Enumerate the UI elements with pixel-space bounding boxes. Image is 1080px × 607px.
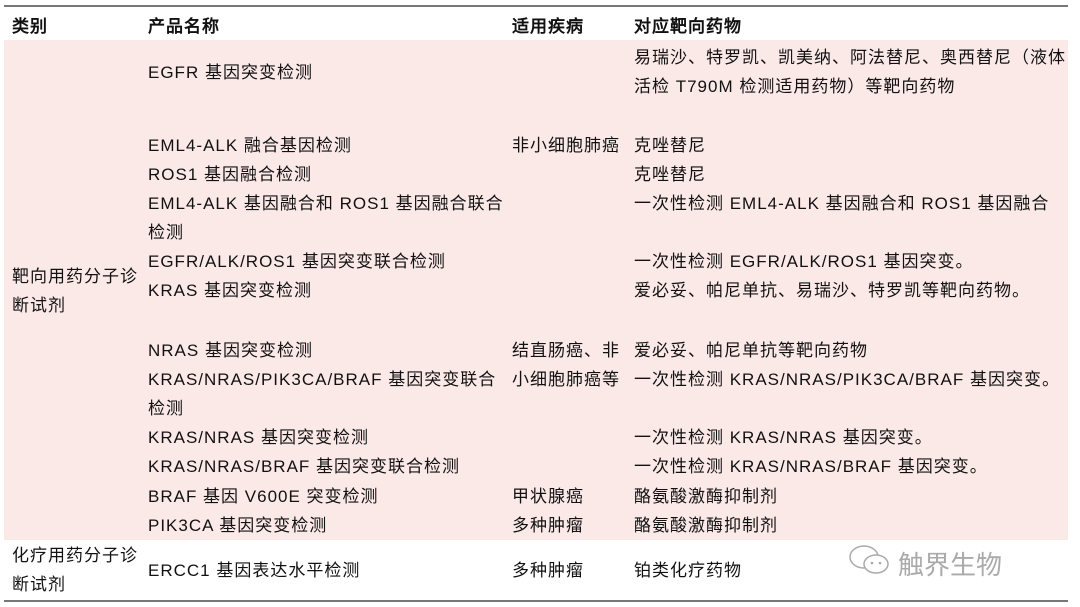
watermark: 触界生物 [848, 543, 1002, 584]
product-name: ROS1 基因融合检测 [148, 165, 313, 184]
product-name: ERCC1 基因表达水平检测 [148, 561, 361, 580]
category-targeted: 靶向用药分子诊断试剂 [12, 267, 138, 315]
target-drug: 克唑替尼 [634, 165, 706, 184]
target-drug: 爱必妥、帕尼单抗等靶向药物 [634, 341, 868, 360]
header-product: 产品名称 [148, 17, 220, 36]
header-disease: 适用疾病 [512, 17, 584, 36]
wechat-icon [848, 543, 892, 584]
bottom-rule [4, 600, 1068, 602]
product-name: KRAS/NRAS/PIK3CA/BRAF 基因突变联合检测 [148, 370, 497, 418]
product-name: EGFR 基因突变检测 [148, 63, 313, 82]
product-name: KRAS/NRAS 基因突变检测 [148, 428, 369, 447]
targeted-section-background [4, 40, 1068, 540]
target-drug: 一次性检测 KRAS/NRAS/BRAF 基因突变。 [634, 457, 988, 476]
product-name: EML4-ALK 基因融合和 ROS1 基因融合联合检测 [148, 194, 504, 242]
header-drug: 对应靶向药物 [634, 17, 742, 36]
disease-crc-nsclc: 结直肠癌、非小细胞肺癌等 [512, 341, 620, 389]
watermark-text: 触界生物 [898, 550, 1003, 580]
product-name: EML4-ALK 融合基因检测 [148, 136, 352, 155]
disease-thyroid: 甲状腺癌 [512, 487, 584, 506]
top-rule [4, 5, 1068, 7]
product-name: KRAS 基因突变检测 [148, 281, 313, 300]
target-drug: 克唑替尼 [634, 136, 706, 155]
target-drug: 一次性检测 EML4-ALK 基因融合和 ROS1 基因融合 [634, 194, 1050, 213]
disease-nsclc: 非小细胞肺癌 [512, 136, 620, 155]
category-chemo: 化疗用药分子诊断试剂 [12, 546, 138, 594]
product-name: BRAF 基因 V600E 突变检测 [148, 487, 379, 506]
product-name: KRAS/NRAS/BRAF 基因突变联合检测 [148, 457, 461, 476]
target-drug: 一次性检测 EGFR/ALK/ROS1 基因突变。 [634, 252, 974, 271]
product-name: PIK3CA 基因突变检测 [148, 516, 328, 535]
target-drug: 铂类化疗药物 [634, 561, 742, 580]
target-drug: 一次性检测 KRAS/NRAS 基因突变。 [634, 428, 933, 447]
target-drug: 酪氨酸激酶抑制剂 [634, 487, 778, 506]
target-drug: 爱必妥、帕尼单抗、易瑞沙、特罗凯等靶向药物。 [634, 281, 1030, 300]
product-name: NRAS 基因突变检测 [148, 341, 313, 360]
product-name: EGFR/ALK/ROS1 基因突变联合检测 [148, 252, 446, 271]
disease-multiple-1: 多种肿瘤 [512, 516, 584, 535]
header-category: 类别 [12, 17, 48, 36]
target-drug: 易瑞沙、特罗凯、凯美纳、阿法替尼、奥西替尼（液体活检 T790M 检测适用药物）… [634, 48, 1066, 96]
disease-multiple-2: 多种肿瘤 [512, 561, 584, 580]
target-drug: 一次性检测 KRAS/NRAS/PIK3CA/BRAF 基因突变。 [634, 370, 1060, 389]
target-drug: 酪氨酸激酶抑制剂 [634, 516, 778, 535]
